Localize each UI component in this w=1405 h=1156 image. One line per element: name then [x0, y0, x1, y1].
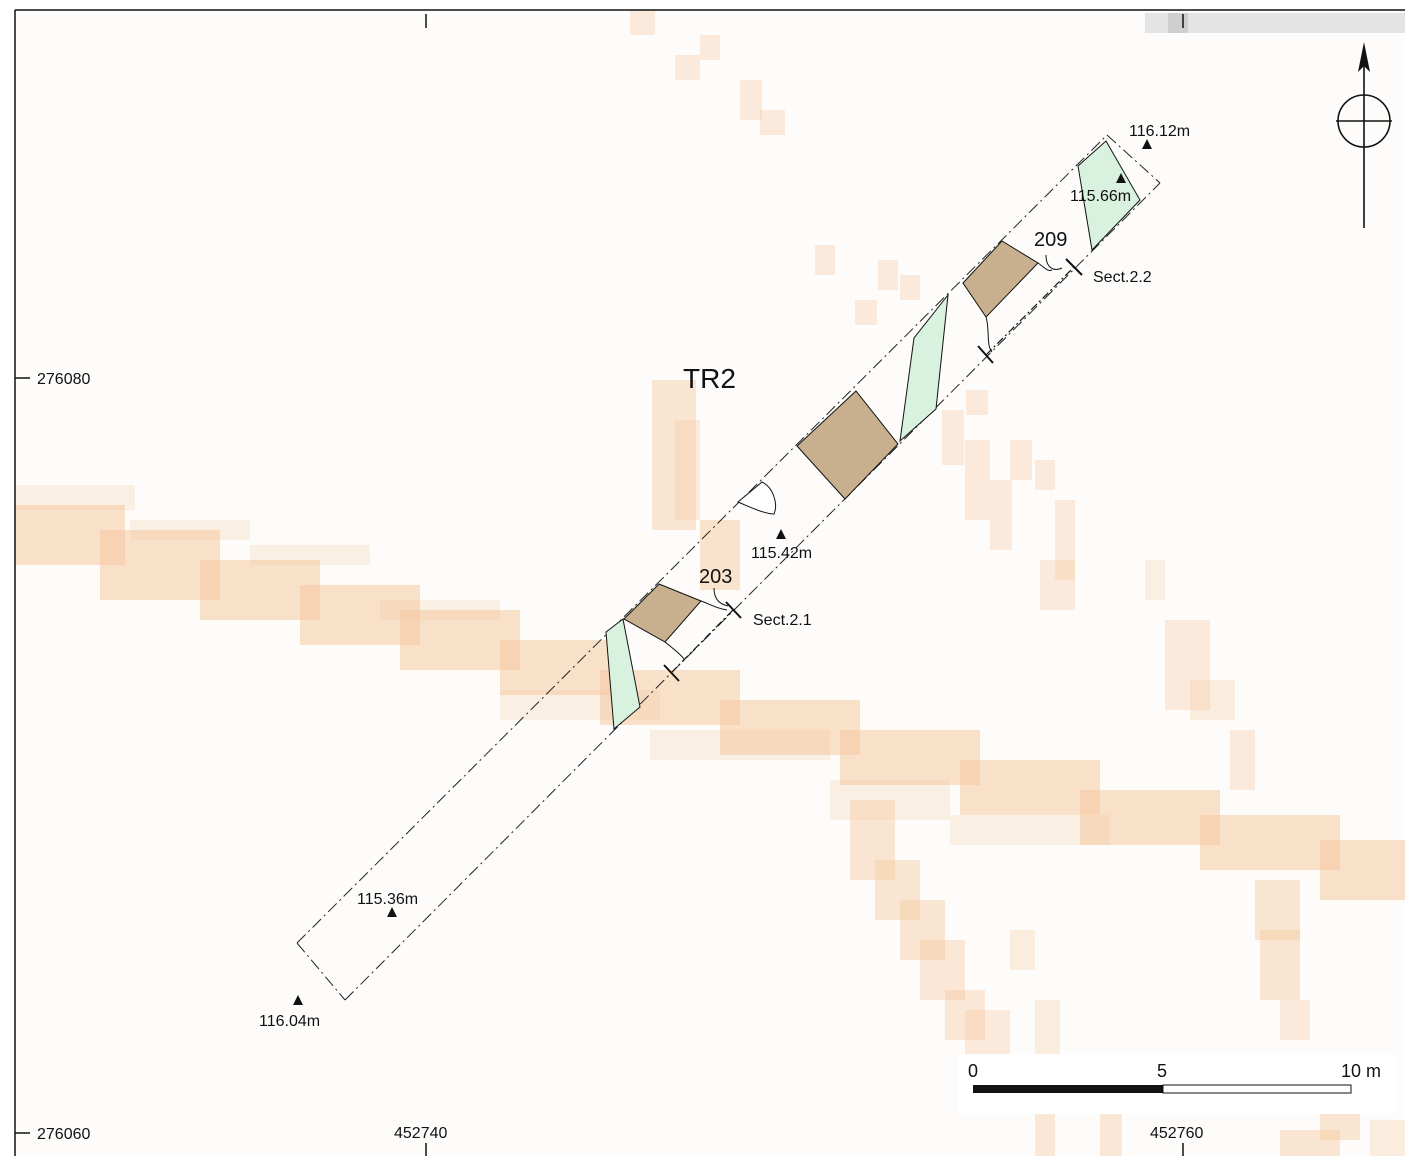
northing-label: 276060 — [37, 1126, 90, 1143]
feature-pit — [737, 481, 776, 515]
feature-green-sw — [605, 618, 641, 731]
scale-label: 10 m — [1341, 1061, 1381, 1081]
level-label: 115.36m — [357, 891, 418, 908]
grid-ticks — [15, 14, 1184, 1156]
trench-outline — [296, 134, 1161, 1001]
grey-strip — [1145, 13, 1405, 33]
level-label: 115.42m — [751, 545, 812, 562]
section-label: Sect.2.1 — [753, 612, 812, 629]
level-label: 116.04m — [259, 1013, 320, 1030]
section-line-2-2 — [977, 258, 1083, 364]
triangle-icon — [1142, 139, 1152, 149]
level-markers — [293, 139, 1152, 1005]
triangle-icon — [776, 529, 786, 539]
leader-209 — [1045, 254, 1063, 270]
easting-label: 452760 — [1150, 1125, 1203, 1142]
features — [605, 140, 1141, 731]
scale-label: 0 — [968, 1061, 978, 1081]
leader-203 — [713, 587, 729, 607]
raster-layer — [15, 10, 1405, 1156]
triangle-icon — [293, 995, 303, 1005]
section-label: Sect.2.2 — [1093, 269, 1152, 286]
scale-label: 5 — [1157, 1061, 1167, 1081]
triangle-icon — [1116, 173, 1126, 183]
feature-brown-mid — [796, 390, 899, 500]
northing-label: 276080 — [37, 371, 90, 388]
trench-label: TR2 — [683, 363, 736, 394]
triangle-icon — [387, 907, 397, 917]
section-line-2-1 — [663, 601, 742, 682]
north-arrow-icon — [1336, 42, 1392, 228]
easting-label: 452740 — [394, 1125, 447, 1142]
scale-bar — [958, 1054, 1396, 1114]
level-label: 115.66m — [1070, 188, 1131, 205]
feature-green-ne — [1077, 140, 1141, 252]
context-label-209: 209 — [1034, 229, 1067, 251]
level-label: 116.12m — [1129, 123, 1190, 140]
feature-green-mid — [899, 293, 949, 443]
context-label-203: 203 — [699, 566, 732, 588]
